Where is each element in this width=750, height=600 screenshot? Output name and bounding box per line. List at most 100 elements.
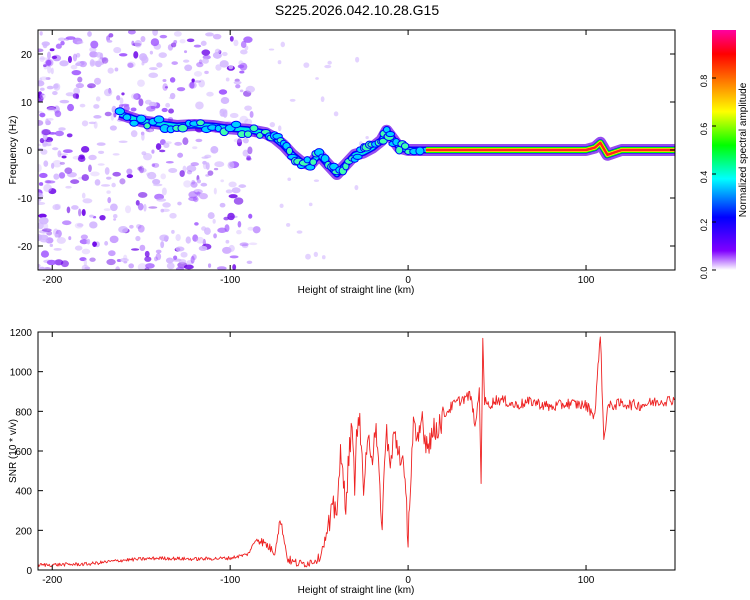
- noise-blob: [184, 64, 193, 72]
- noise-blob: [233, 138, 244, 143]
- noise-blob: [112, 153, 120, 156]
- ridge-blob: [285, 146, 294, 156]
- noise-blob: [277, 125, 282, 132]
- noise-blob: [150, 38, 160, 47]
- noise-blob: [49, 243, 54, 247]
- snr-series-line: [38, 336, 675, 568]
- noise-blob: [79, 103, 86, 108]
- noise-blob: [155, 143, 162, 150]
- noise-blob: [75, 83, 84, 89]
- noise-blob: [188, 191, 198, 199]
- noise-blob: [176, 87, 186, 92]
- noise-blob: [216, 266, 227, 270]
- noise-blob: [74, 222, 84, 229]
- noise-blob: [143, 203, 147, 212]
- noise-blob: [38, 164, 42, 172]
- noise-blob: [286, 222, 291, 227]
- noise-blob: [54, 233, 59, 238]
- noise-blob: [80, 145, 90, 153]
- noise-blob: [57, 150, 62, 158]
- noise-blob: [205, 174, 210, 177]
- noise-blob: [54, 259, 64, 266]
- snr-y-tick-label: 1000: [10, 368, 33, 379]
- noise-blob: [159, 234, 169, 242]
- snr-x-label: Height of straight line (km): [298, 585, 415, 596]
- noise-blob: [242, 137, 249, 144]
- noise-blob: [94, 179, 101, 186]
- noise-blob: [207, 263, 212, 268]
- noise-blob: [101, 184, 111, 187]
- noise-blob: [242, 149, 249, 157]
- noise-blob: [99, 214, 106, 221]
- noise-blob: [53, 83, 59, 89]
- ridge-blob: [122, 113, 132, 121]
- noise-blob: [138, 98, 144, 107]
- noise-blob: [185, 236, 192, 244]
- noise-blob: [137, 202, 144, 211]
- snr-x-tick-label: 100: [578, 575, 595, 586]
- noise-blob: [148, 72, 159, 78]
- noise-blob: [81, 174, 90, 182]
- noise-blob: [333, 111, 339, 117]
- noise-blob: [59, 99, 70, 104]
- noise-blob: [89, 51, 98, 58]
- noise-blob: [219, 60, 229, 68]
- noise-blob: [38, 80, 45, 87]
- snr-plot-area: [38, 332, 675, 570]
- noise-blob: [321, 255, 326, 260]
- noise-blob: [296, 230, 303, 234]
- noise-blob: [68, 236, 72, 241]
- noise-blob: [137, 79, 145, 87]
- noise-blob: [186, 38, 195, 43]
- noise-blob: [161, 107, 168, 113]
- ridge-blob: [143, 122, 151, 130]
- noise-blob: [38, 263, 41, 268]
- noise-blob: [45, 118, 49, 126]
- noise-blob: [38, 48, 44, 53]
- noise-blob: [228, 194, 238, 199]
- noise-blob: [66, 171, 77, 178]
- noise-blob: [219, 202, 226, 208]
- noise-blob: [59, 60, 69, 67]
- noise-blob: [196, 191, 200, 197]
- noise-blob: [46, 139, 52, 147]
- noise-blob: [173, 255, 178, 260]
- noise-blob: [38, 201, 46, 205]
- noise-blob: [136, 224, 142, 229]
- noise-blob: [171, 61, 178, 65]
- noise-blob: [70, 179, 80, 184]
- noise-blob: [66, 206, 71, 214]
- noise-blob: [58, 172, 66, 179]
- noise-blob: [190, 255, 195, 264]
- noise-blob: [279, 203, 284, 209]
- noise-blob: [150, 105, 156, 110]
- noise-blob: [43, 222, 49, 230]
- noise-blob: [67, 55, 72, 64]
- noise-blob: [121, 92, 125, 96]
- noise-blob: [228, 65, 234, 70]
- noise-blob: [240, 40, 247, 49]
- noise-blob: [81, 264, 89, 270]
- noise-blob: [107, 67, 114, 74]
- noise-blob: [220, 96, 230, 105]
- spectrogram-x-tick-label: 0: [405, 275, 411, 286]
- noise-blob: [162, 83, 168, 91]
- noise-blob: [131, 40, 135, 46]
- noise-blob: [227, 161, 235, 169]
- noise-blob: [193, 71, 203, 77]
- noise-blob: [77, 155, 86, 162]
- noise-blob: [143, 153, 153, 161]
- noise-blob: [133, 51, 139, 59]
- noise-blob: [60, 40, 65, 46]
- noise-blob: [165, 257, 174, 264]
- noise-blob: [130, 93, 139, 100]
- noise-blob: [86, 238, 91, 245]
- noise-blob: [231, 187, 241, 194]
- noise-blob: [88, 121, 96, 125]
- spectrogram-x-tick-label: 100: [578, 275, 595, 286]
- noise-blob: [125, 205, 132, 214]
- noise-blob: [205, 32, 214, 37]
- noise-blob: [229, 255, 239, 259]
- snr-y-tick-label: 1200: [10, 328, 33, 339]
